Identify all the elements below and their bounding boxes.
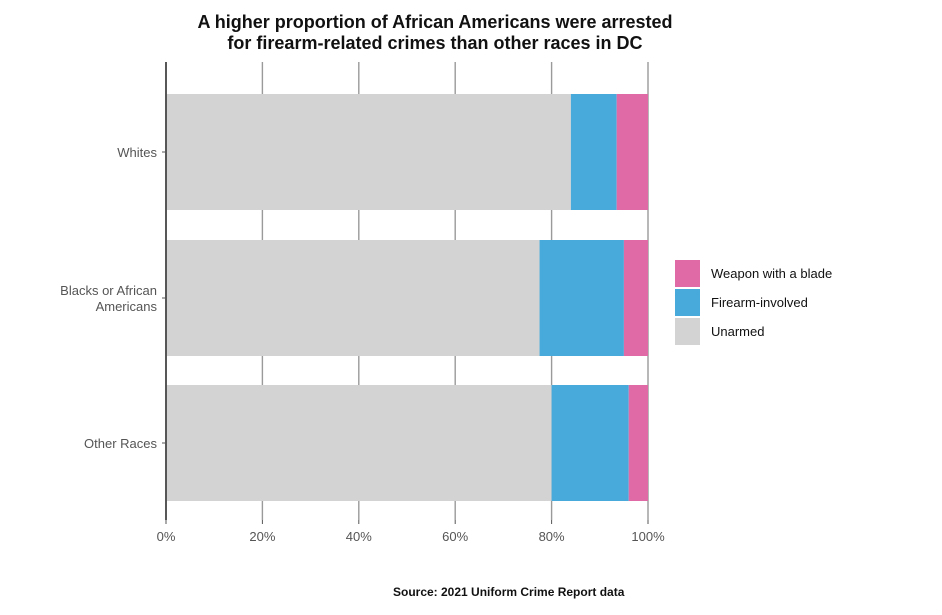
x-tick-label-0: 0% [157, 529, 176, 544]
legend-label: Unarmed [711, 324, 765, 339]
legend-label: Weapon with a blade [711, 266, 833, 281]
bar-3-weapon-with-a-blade [628, 385, 648, 501]
bar-1-firearm-involved [570, 94, 617, 210]
chart-title-line-2: for firearm-related crimes than other ra… [227, 33, 643, 53]
legend-item-firearm-involved: Firearm-involved [675, 288, 832, 317]
chart-title-line-1: A higher proportion of African Americans… [197, 12, 673, 32]
bar-2-weapon-with-a-blade [623, 240, 648, 356]
bar-3-unarmed [166, 385, 552, 501]
source-note: Source: 2021 Uniform Crime Report data [393, 585, 625, 599]
legend-item-weapon-with-a-blade: Weapon with a blade [675, 259, 832, 288]
legend-label: Firearm-involved [711, 295, 808, 310]
bar-3-firearm-involved [551, 385, 629, 501]
y-tick-label-2: Blacks or African Americans [60, 283, 157, 314]
x-tick-label-5: 100% [631, 529, 665, 544]
chart-title: A higher proportion of African Americans… [150, 12, 720, 54]
y-tick-label-3: Other Races [84, 436, 157, 451]
x-tick-label-2: 40% [346, 529, 372, 544]
legend-swatch [675, 260, 700, 287]
y-tick-label-1: Whites [117, 145, 157, 160]
legend-item-unarmed: Unarmed [675, 317, 832, 346]
bar-1-unarmed [166, 94, 571, 210]
x-tick-label-1: 20% [249, 529, 275, 544]
x-tick-label-3: 60% [442, 529, 468, 544]
legend-swatch [675, 318, 700, 345]
x-tick-label-4: 80% [539, 529, 565, 544]
bar-2-firearm-involved [539, 240, 624, 356]
bar-layer [166, 94, 648, 501]
legend-swatch [675, 289, 700, 316]
bar-1-weapon-with-a-blade [616, 94, 648, 210]
axis-layer: Whites Blacks or African Americans Other Ra… [60, 62, 665, 544]
bar-2-unarmed [166, 240, 540, 356]
legend: Weapon with a blade Firearm-involved Unarm… [675, 259, 832, 346]
